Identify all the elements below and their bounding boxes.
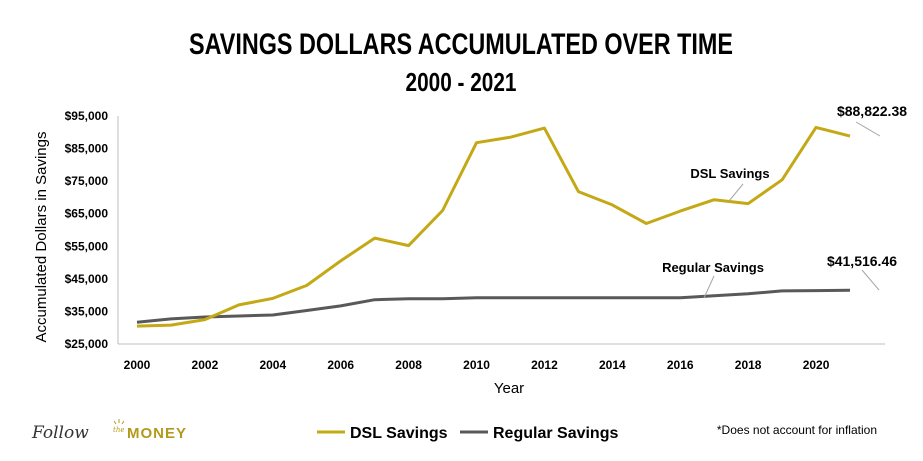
y-tick-label: $85,000 [65, 142, 109, 156]
chart-subtitle: 2000 - 2021 [406, 68, 517, 97]
y-tick-label: $25,000 [65, 337, 109, 351]
annotation-leader-regular-value [861, 269, 880, 291]
chart-title: SAVINGS DOLLARS ACCUMULATED OVER TIME [189, 27, 733, 60]
x-tick-label: 2000 [124, 358, 151, 372]
logo-money-text: MONEY [127, 425, 187, 442]
x-tick-label: 2014 [599, 358, 626, 372]
legend-label-dsl: DSL Savings [350, 425, 448, 442]
x-tick-label: 2018 [735, 358, 762, 372]
x-tick-label: 2020 [803, 358, 830, 372]
x-tick-label: 2010 [463, 358, 490, 372]
logo-follow-text: Follow [31, 423, 89, 443]
y-tick-label: $45,000 [65, 272, 109, 286]
x-tick-label: 2006 [327, 358, 354, 372]
x-tick-label: 2016 [667, 358, 694, 372]
series-line-dsl-savings [136, 125, 851, 328]
series-line-regular-savings [136, 288, 851, 324]
y-axis-title: Accumulated Dollars in Savings [33, 132, 50, 343]
series-lines [136, 125, 851, 328]
y-tick-label: $65,000 [65, 207, 109, 221]
x-tick-label: 2002 [192, 358, 219, 372]
legend: DSL Savings Regular Savings [317, 425, 618, 442]
x-tick-label: 2008 [395, 358, 422, 372]
y-tick-labels: $25,000 $35,000 $45,000 $55,000 $65,000 $75,0… [65, 109, 109, 351]
follow-the-money-logo: Follow the MONEY [31, 419, 187, 443]
footnote: *Does not account for inflation [717, 423, 877, 437]
legend-label-regular: Regular Savings [493, 425, 618, 442]
annotation-regular-label: Regular Savings [662, 260, 764, 275]
annotation-leader-dsl-label [728, 183, 744, 202]
logo-the-text: the [113, 426, 124, 434]
x-axis-title: Year [494, 380, 524, 397]
annotation-dsl-label: DSL Savings [690, 166, 769, 181]
y-tick-label: $55,000 [65, 239, 109, 253]
y-tick-label: $95,000 [65, 109, 109, 123]
logo-sparkle-icon [113, 419, 125, 425]
annotation-regular-final-value: $41,516.46 [827, 253, 897, 269]
x-tick-labels: 2000 2002 2004 2006 2008 2010 2012 2014 2016 2018… [124, 358, 830, 372]
annotation-leader-regular-label [703, 275, 715, 299]
x-tick-label: 2012 [531, 358, 558, 372]
y-tick-label: $75,000 [65, 174, 109, 188]
y-tick-label: $35,000 [65, 304, 109, 318]
annotation-dsl-final-value: $88,822.38 [837, 103, 907, 119]
annotation-leader-dsl-value [855, 121, 881, 137]
x-tick-label: 2004 [259, 358, 286, 372]
